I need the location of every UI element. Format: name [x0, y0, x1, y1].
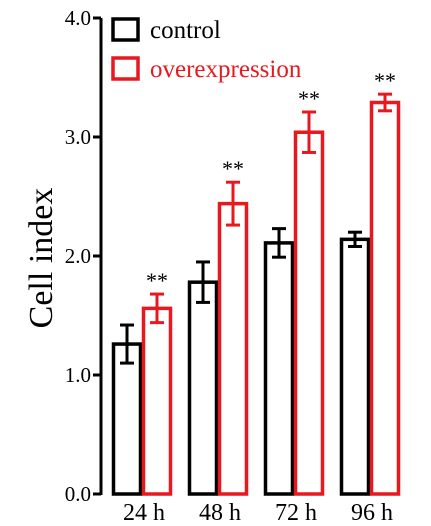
- legend-swatch-overexpression: [111, 56, 140, 81]
- axes: [93, 16, 103, 496]
- y-tick-label: 1.0: [65, 363, 91, 387]
- bar-overexpression-96h: [369, 100, 401, 496]
- labels: 0.0 1.0 2.0 3.0 4.0 ** ** ** ** 24 h 48 h 72 h 96 h: [65, 6, 396, 526]
- significance-label: **: [146, 268, 168, 293]
- bars: [111, 92, 401, 496]
- y-tick-label: 3.0: [65, 125, 91, 149]
- legend-label-control: control: [150, 17, 221, 44]
- bar-overexpression-24h: [141, 306, 173, 496]
- x-tick-label: 24 h: [123, 500, 165, 526]
- significance-label: **: [298, 86, 320, 111]
- x-tick-label: 72 h: [275, 500, 317, 526]
- significance-label: **: [374, 68, 396, 93]
- bar-control-72h: [263, 241, 295, 496]
- legend-swatch-control: [111, 17, 140, 42]
- y-tick-label: 2.0: [65, 244, 91, 268]
- bar-control-24h: [111, 342, 143, 496]
- bar-control-48h: [187, 280, 219, 496]
- y-axis-label: Cell index: [23, 188, 60, 329]
- bar-control-96h: [339, 237, 371, 496]
- legend-label-overexpression: overexpression: [150, 56, 302, 83]
- y-tick-label: 4.0: [65, 6, 91, 30]
- bar-overexpression-48h: [217, 201, 249, 496]
- significance-label: **: [222, 156, 244, 181]
- x-tick-label: 48 h: [199, 500, 241, 526]
- x-tick-label: 96 h: [351, 500, 393, 526]
- legend: control overexpression: [111, 17, 302, 83]
- y-tick-label: 0.0: [65, 482, 91, 506]
- bar-overexpression-72h: [293, 130, 325, 496]
